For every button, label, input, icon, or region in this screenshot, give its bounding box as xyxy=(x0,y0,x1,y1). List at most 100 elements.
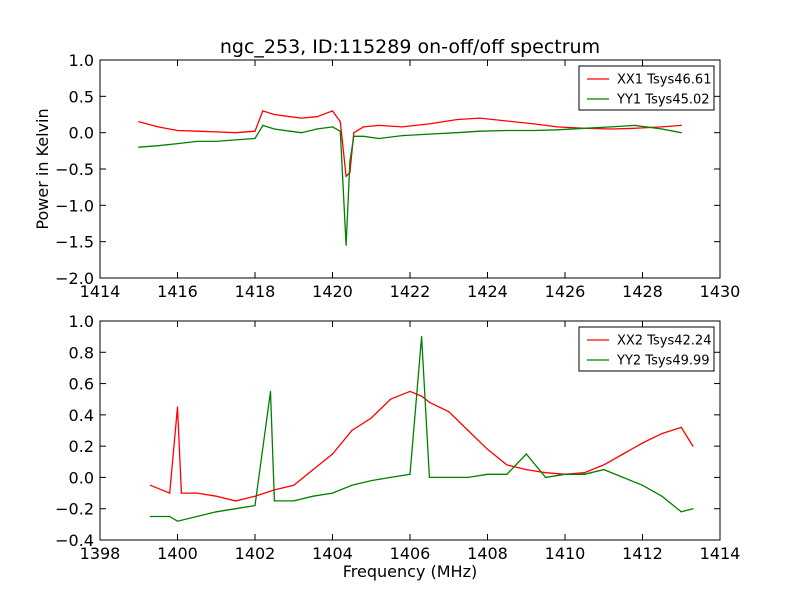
x-tick-label: 1402 xyxy=(235,544,276,563)
data-point xyxy=(362,126,365,128)
data-point xyxy=(370,417,372,419)
data-point xyxy=(353,132,355,134)
data-point xyxy=(176,129,179,132)
data-point xyxy=(312,469,314,471)
data-point xyxy=(680,426,682,428)
data-point xyxy=(506,473,508,475)
data-point xyxy=(622,453,624,455)
data-point xyxy=(467,476,469,479)
data-point xyxy=(428,476,430,479)
data-point xyxy=(622,476,624,479)
series-line-XX2 Tsys42.24 xyxy=(150,390,694,502)
data-point xyxy=(269,390,272,392)
y-tick-label: 1.0 xyxy=(69,312,94,331)
data-point xyxy=(390,398,392,400)
data-point xyxy=(401,126,403,128)
data-point xyxy=(409,473,411,475)
data-point xyxy=(254,137,256,140)
data-point xyxy=(176,406,179,408)
data-point xyxy=(157,126,159,128)
data-point xyxy=(235,132,237,134)
data-point xyxy=(378,124,380,126)
data-point xyxy=(610,128,613,130)
data-point xyxy=(583,472,585,474)
data-point xyxy=(196,130,198,132)
data-point xyxy=(603,469,605,471)
y-tick-label: −1.5 xyxy=(55,233,94,252)
y-tick-label: −0.5 xyxy=(55,160,94,179)
data-point xyxy=(428,123,430,125)
data-point xyxy=(533,129,535,132)
data-point xyxy=(262,124,264,126)
data-point xyxy=(634,124,636,126)
x-tick-label: 1414 xyxy=(700,544,741,563)
data-point xyxy=(506,129,508,132)
x-tick-label: 1414 xyxy=(80,282,121,301)
data-point xyxy=(448,411,450,413)
y-tick-label: −0.2 xyxy=(55,500,94,519)
data-point xyxy=(525,469,527,471)
data-point xyxy=(316,128,318,130)
data-point xyxy=(180,492,182,494)
x-axis-label: Frequency (MHz) xyxy=(343,562,477,581)
x-tick-label: 1406 xyxy=(390,544,431,563)
data-point xyxy=(331,492,334,494)
data-point xyxy=(370,479,372,482)
x-tick-label: 1430 xyxy=(700,282,741,301)
data-point xyxy=(353,135,355,137)
data-point xyxy=(254,130,256,132)
data-point xyxy=(401,134,403,137)
data-point xyxy=(169,515,171,518)
data-point xyxy=(378,137,380,140)
data-point xyxy=(556,126,558,128)
data-point xyxy=(525,453,527,455)
data-point xyxy=(293,500,295,502)
x-tick-label: 1422 xyxy=(390,282,431,301)
data-point xyxy=(273,113,275,116)
y-tick-label: −2.0 xyxy=(55,269,94,288)
y-axis-label: Power in Kelvin xyxy=(33,108,52,229)
y-tick-label: −0.4 xyxy=(55,531,94,550)
data-point xyxy=(262,110,264,112)
data-point xyxy=(196,140,198,142)
data-point xyxy=(312,495,314,497)
data-point xyxy=(289,130,291,132)
data-point xyxy=(331,110,334,112)
x-tick-label: 1398 xyxy=(80,544,121,563)
data-point xyxy=(300,132,303,134)
x-tick-label: 1420 xyxy=(312,282,353,301)
data-point xyxy=(680,511,682,513)
data-point xyxy=(556,129,558,131)
data-point xyxy=(409,390,411,392)
data-point xyxy=(680,124,682,126)
data-point xyxy=(331,126,334,128)
legend-box xyxy=(578,65,715,111)
data-point xyxy=(176,142,179,145)
data-point xyxy=(316,116,318,118)
data-point xyxy=(455,132,458,134)
data-point xyxy=(345,175,347,177)
data-point xyxy=(680,132,682,134)
data-point xyxy=(421,395,423,397)
y-tick-label: 0.2 xyxy=(69,437,94,456)
y-tick-label: 0.5 xyxy=(69,87,94,106)
data-point xyxy=(138,121,140,123)
top-panel: 1414 1416 1418 1420 1422 1424 1426 1428 1430 1.0 0… xyxy=(55,51,740,301)
data-point xyxy=(235,500,237,502)
chart-title: ngc_253, ID:115289 on-off/off spectrum xyxy=(220,36,600,58)
data-point xyxy=(610,126,613,128)
legend-label: XX1 Tsys46.61 xyxy=(617,73,711,88)
x-tick-label: 1400 xyxy=(157,544,198,563)
data-point xyxy=(545,472,547,474)
data-point xyxy=(254,504,256,507)
data-point xyxy=(583,127,585,129)
x-tick-label: 1410 xyxy=(545,544,586,563)
data-point xyxy=(448,476,450,479)
y-tick-label: 1.0 xyxy=(69,51,94,70)
data-point xyxy=(479,130,481,132)
data-point xyxy=(176,520,179,522)
data-point xyxy=(169,492,171,494)
data-point xyxy=(564,473,566,475)
legend-label: YY1 Tsys45.02 xyxy=(616,93,710,108)
